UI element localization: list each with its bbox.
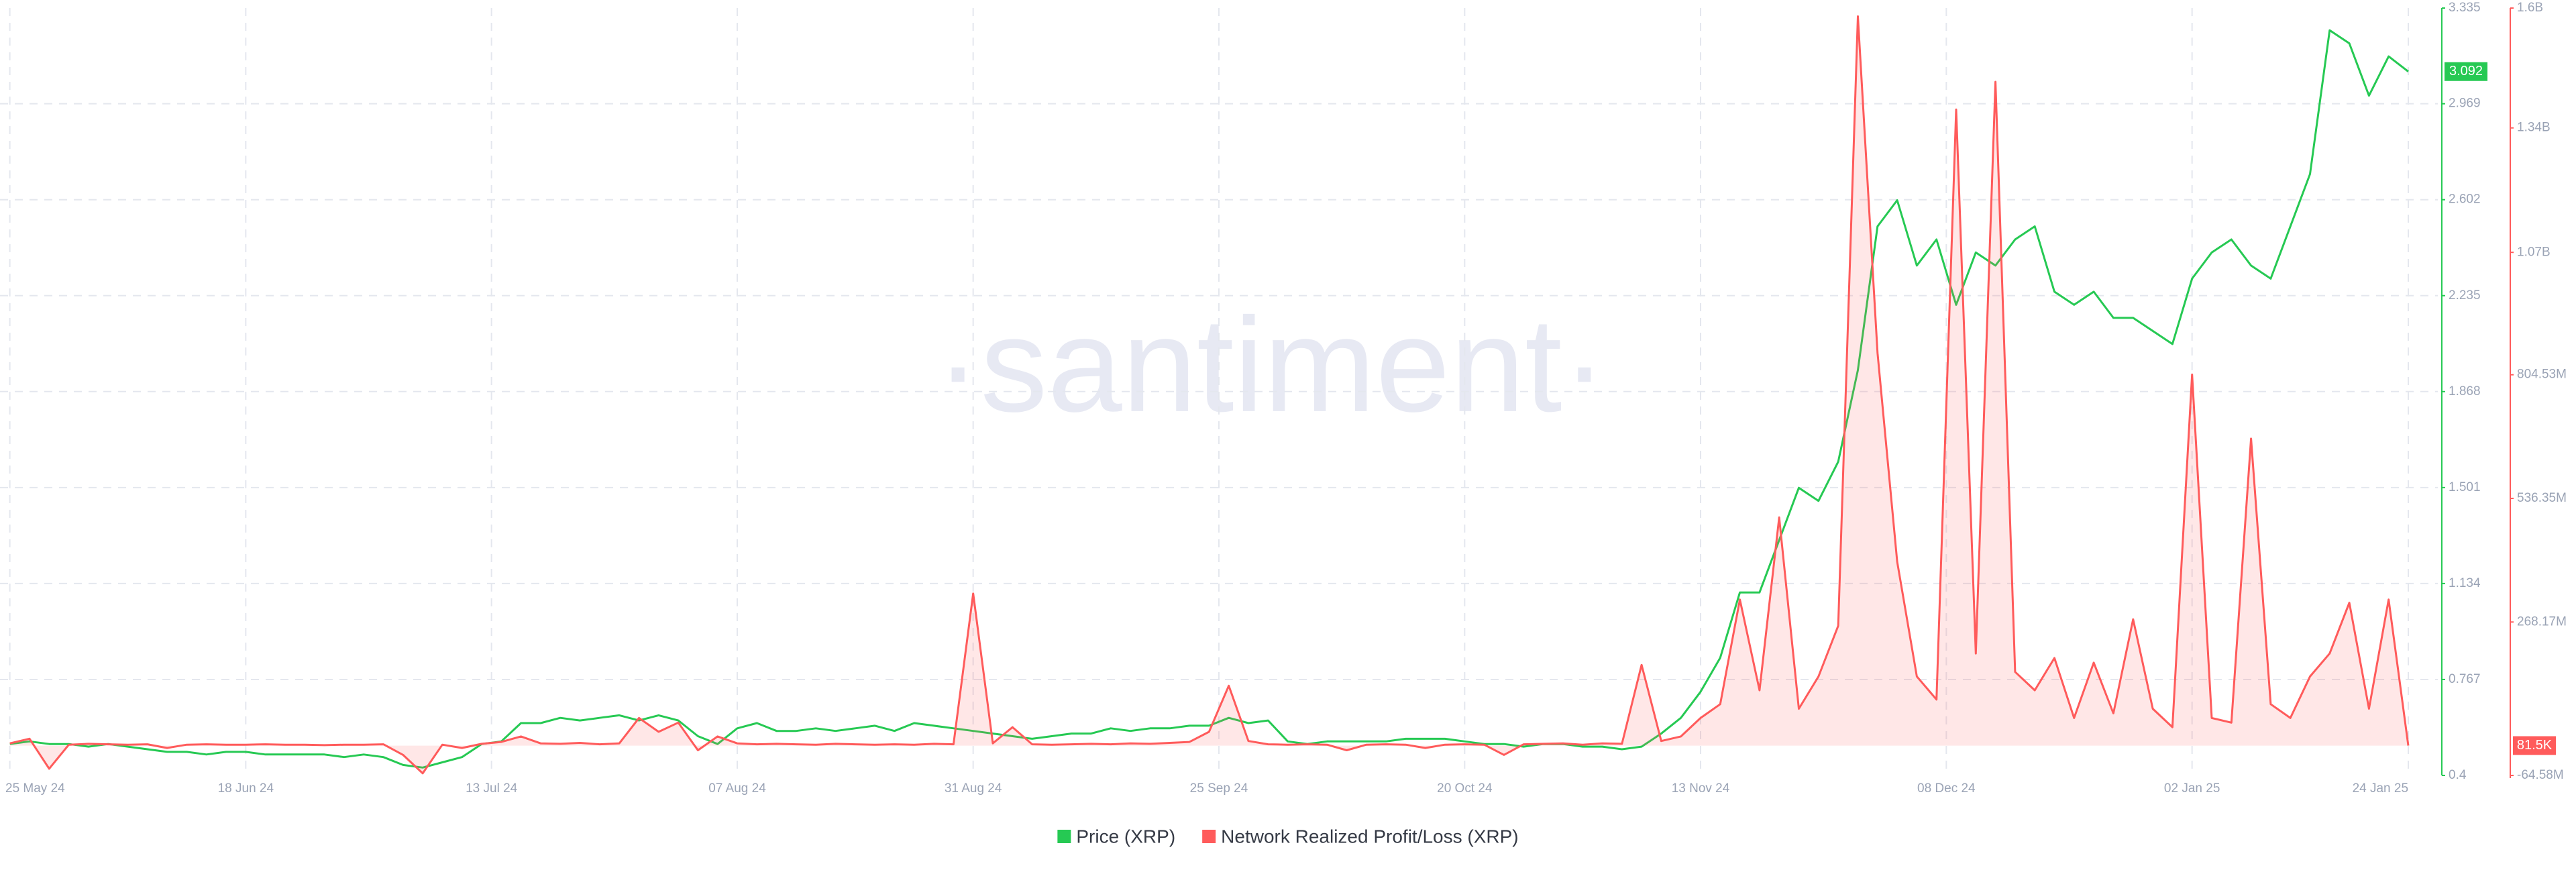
x-tick-label: 07 Aug 24 <box>708 781 766 796</box>
x-tick-label: 25 May 24 <box>5 781 65 796</box>
x-tick-label: 13 Jul 24 <box>466 781 518 796</box>
line <box>9 15 2410 775</box>
y2-tick-label: -64.58M <box>2517 768 2564 782</box>
y2-tick-label: 536.35M <box>2517 491 2567 505</box>
legend-label: Price (XRP) <box>1076 826 1175 847</box>
line <box>9 29 2409 769</box>
value-badge <box>2445 62 2487 81</box>
y-tick-label: 1.868 <box>2449 384 2481 398</box>
x-tick-label: 24 Jan 25 <box>2353 781 2408 796</box>
legend-swatch <box>1057 830 1071 843</box>
y-tick-label: 3.335 <box>2449 1 2481 15</box>
y-tick-label: 0.4 <box>2449 768 2467 782</box>
legend-label: Network Realized Profit/Loss (XRP) <box>1221 826 1518 847</box>
x-tick-label: 25 Sep 24 <box>1190 781 1248 796</box>
y2-tick-label: 1.6B <box>2517 1 2543 15</box>
y2-tick-label: 1.07B <box>2517 245 2551 259</box>
x-tick-label: 18 Jun 24 <box>218 781 274 796</box>
y2-tick-label: 268.17M <box>2517 614 2567 629</box>
legend: Price (XRP) Network Realized Profit/Loss … <box>1057 826 1519 847</box>
watermark: ·santiment· <box>936 290 1607 440</box>
x-tick-label: 13 Nov 24 <box>1672 781 1730 796</box>
value-badge <box>2513 736 2556 755</box>
legend-swatch <box>1202 830 1216 843</box>
x-tick-label: 02 Jan 25 <box>2164 781 2220 796</box>
x-tick-label: 20 Oct 24 <box>1437 781 1493 796</box>
value-badge-label: 81.5K <box>2517 738 2553 753</box>
y-tick-label: 2.602 <box>2449 193 2481 207</box>
y-tick-label: 1.501 <box>2449 480 2481 494</box>
value-badge-label: 3.092 <box>2449 64 2483 78</box>
y-tick-label: 2.969 <box>2449 97 2481 111</box>
x-tick-label: 31 Aug 24 <box>945 781 1002 796</box>
y-tick-label: 2.235 <box>2449 288 2481 303</box>
y-tick-label: 1.134 <box>2449 576 2481 590</box>
x-tick-label: 08 Dec 24 <box>1917 781 1976 796</box>
y2-tick-label: 804.53M <box>2517 368 2567 382</box>
y2-tick-label: 1.34B <box>2517 121 2551 135</box>
y-tick-label: 0.767 <box>2449 672 2481 686</box>
